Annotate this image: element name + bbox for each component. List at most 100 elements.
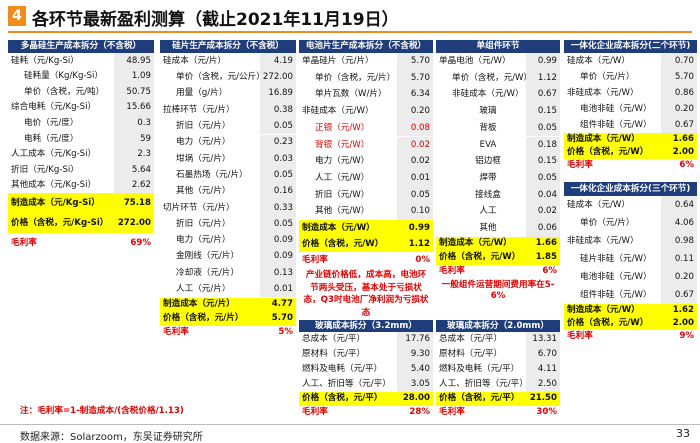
margin-label: 毛利率 (564, 330, 661, 343)
row-value: 48.95 (114, 53, 154, 69)
row-value: 0.05 (526, 119, 560, 137)
row-value: 0.06 (526, 220, 560, 237)
row-label: 电力（元/片） (176, 235, 231, 246)
summary-label: 价格（含税，元/W） (564, 317, 661, 330)
row-value: 0.70 (661, 53, 697, 69)
summary-value: 1.66 (526, 236, 560, 251)
table-header: 一体化企业成本拆分(二个环节) (564, 40, 697, 53)
formula-note: 注：毛利率=1-制造成本/(含税价格/1.13) (20, 406, 184, 416)
row-value: 4.06 (661, 214, 697, 232)
margin-label: 毛利率 (436, 405, 526, 419)
row-label: 其他 (479, 223, 497, 234)
row-label: 单晶电池（元/W） (439, 56, 511, 67)
row-value: 0.64 (661, 196, 697, 214)
row-value: 3.05 (397, 377, 433, 392)
summary-label: 价格（含税，元/W） (299, 236, 397, 252)
summary-label: 价格（含税，元/W） (564, 146, 661, 159)
summary-label: 制造成本（元/Kg-Si） (8, 193, 114, 214)
row-label: 拉棒环节（元/片） (163, 104, 235, 115)
row-value: 0.11 (661, 250, 697, 268)
row-value: 4.11 (526, 362, 560, 377)
row-value: 0.02 (397, 153, 433, 170)
summary-value: 272.00 (114, 213, 154, 234)
row-label: 总成本（元/平） (439, 334, 503, 345)
row-label: 非硅成本（元/W） (302, 106, 374, 117)
row-label: 正银（元/W） (315, 122, 370, 133)
row-label: 玻璃 (479, 106, 497, 117)
table-header: 电池片生产成本拆分（不含税） (299, 40, 433, 53)
footer-source: 数据来源：Solarzoom，东吴证券研究所 (20, 432, 203, 443)
row-label: 硅成本（元/片） (163, 55, 227, 66)
row-label: 电池非硅（元/W） (580, 271, 652, 282)
row-label: 单价（含税，元/公斤） (176, 72, 260, 83)
row-label: 组件非硅（元/W） (580, 119, 652, 130)
row-value: 0.20 (661, 268, 697, 286)
row-label: 人工成本（元/Kg-Si） (11, 149, 97, 160)
row-label: 人工、折旧等（元/平） (302, 379, 391, 390)
row-value: 0.08 (397, 119, 433, 137)
row-value: 16.89 (260, 85, 296, 102)
margin-label: 毛利率 (299, 405, 397, 419)
row-label: 坩埚（元/片） (176, 153, 231, 164)
row-label: 金刚线（元/片） (176, 251, 240, 262)
summary-value: 1.66 (661, 133, 697, 146)
summary-label: 制造成本（元/W） (436, 236, 526, 251)
row-label: 电力（元/片） (176, 137, 231, 148)
row-value: 0.3 (114, 115, 154, 131)
summary-label: 制造成本（元/片） (160, 297, 260, 312)
row-label: 硅片非硅（元/W） (580, 253, 652, 264)
margin-value: 6% (661, 159, 697, 172)
row-label: 非硅成本（元/W） (567, 235, 639, 246)
row-label: 焊带 (479, 172, 497, 183)
summary-label: 价格（含税，元/Kg-Si） (8, 213, 114, 234)
row-label: 电池非硅（元/W） (580, 103, 652, 114)
row-label: 综合电耗（元/Kg-Si） (11, 102, 97, 113)
row-label: 折旧（元/片） (176, 218, 231, 229)
row-value: 0.09 (260, 248, 296, 265)
summary-value: 28.00 (397, 392, 433, 406)
row-label: 总成本（元/平） (302, 334, 366, 345)
row-value: 2.3 (114, 146, 154, 163)
margin-label: 毛利率 (299, 252, 397, 268)
summary-value: 1.62 (661, 304, 697, 317)
row-value: 50.75 (114, 84, 154, 100)
margin-value: 5% (260, 325, 296, 340)
row-label: 背板 (479, 122, 497, 133)
summary-label: 制造成本（元/W） (564, 133, 661, 146)
row-value: 0.05 (260, 118, 296, 135)
table-header: 多晶硅生产成本拆分（不含税） (8, 40, 154, 53)
margin-value: 6% (526, 264, 560, 279)
summary-value: 4.77 (260, 297, 296, 312)
summary-value: 21.50 (526, 392, 560, 406)
row-label: 切片环节（元/片） (163, 202, 235, 213)
row-label: 冷却液（元/片） (176, 267, 240, 278)
margin-value: 9% (661, 330, 697, 343)
row-label: 折旧（元/W） (315, 189, 370, 200)
row-label: 硅成本（元/W） (567, 55, 630, 66)
row-label: 电耗（元/度） (24, 133, 79, 144)
row-label: 其他（元/W） (315, 206, 370, 217)
row-value: 0.04 (526, 186, 560, 204)
row-value: 59 (114, 131, 154, 147)
summary-value: 1.85 (526, 250, 560, 265)
margin-label: 毛利率 (436, 264, 526, 279)
row-label: 原材料（元/平） (302, 349, 366, 360)
row-value: 0.38 (260, 101, 296, 119)
row-label: 单价（含税，元/W） (452, 72, 526, 83)
row-label: EVA (479, 139, 497, 150)
margin-label: 毛利率 (160, 325, 260, 340)
margin-value: 30% (526, 405, 560, 419)
row-label: 人工（元/W） (315, 172, 370, 183)
table-header: 玻璃成本拆分（3.2mm） (299, 320, 433, 332)
row-label: 组件非硅（元/W） (580, 289, 652, 300)
row-value: 13.31 (526, 332, 560, 347)
row-label: 燃料及电耗（元/平） (302, 364, 383, 375)
row-value: 0.86 (661, 85, 697, 101)
row-value: 1.09 (114, 68, 154, 85)
summary-label: 制造成本（元/W） (564, 304, 661, 317)
footer-rule (0, 424, 700, 425)
summary-value: 5.70 (260, 311, 296, 326)
row-label: 折旧（元/Kg-Si） (11, 164, 79, 175)
row-label: 电价（元/度） (24, 117, 79, 128)
